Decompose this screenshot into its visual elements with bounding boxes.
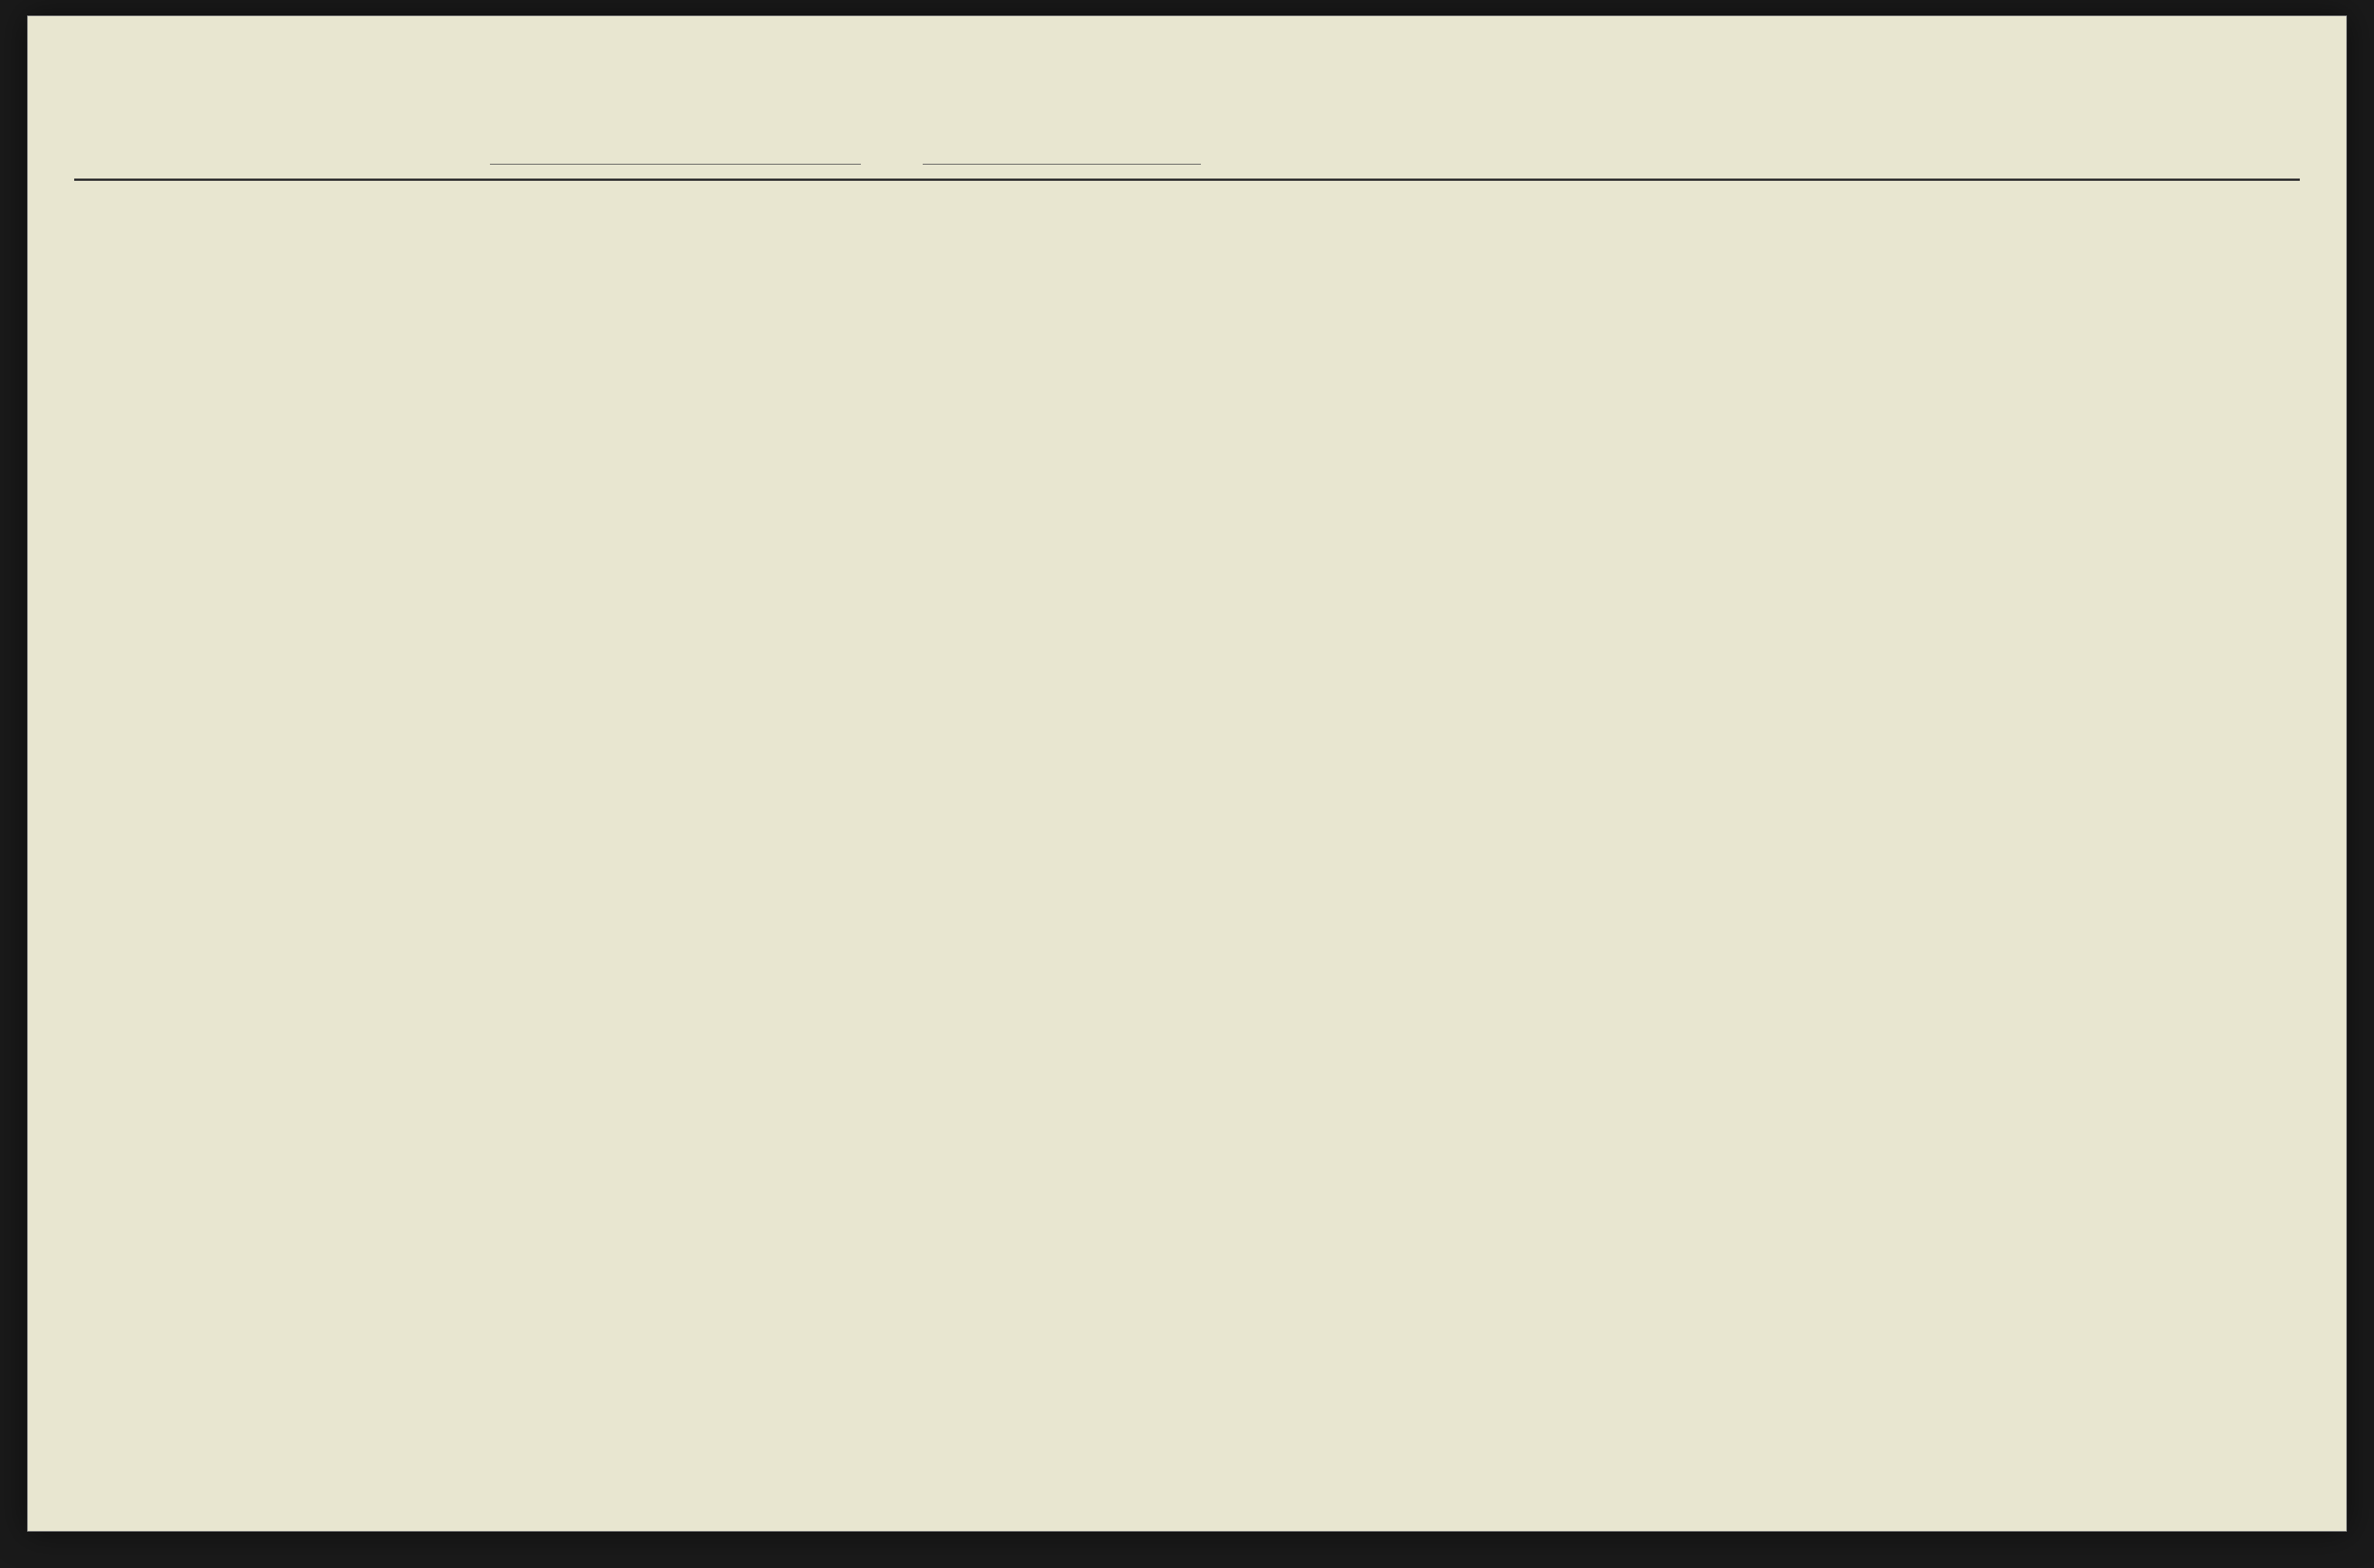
- page-header: [28, 16, 2346, 202]
- herred-value: [923, 164, 1201, 165]
- ledger-table-wrapper: [74, 179, 2300, 181]
- sogn-value: [490, 164, 861, 165]
- ledger-page: [27, 15, 2347, 1532]
- title-line: [461, 109, 1255, 171]
